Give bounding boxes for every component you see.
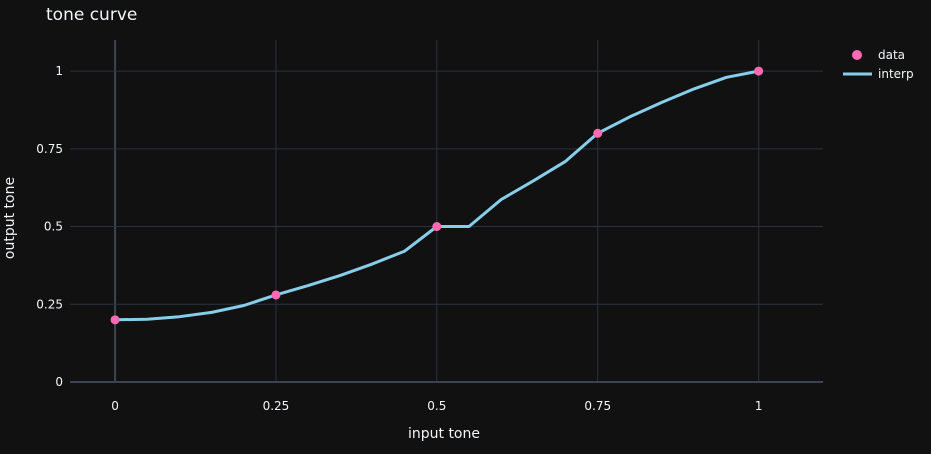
legend-marker-data: [852, 50, 862, 60]
axis-layer: 0 0.25 0.5 0.75 1 0 0.25 0.5 0.75 1: [36, 64, 762, 413]
data-point: [432, 222, 442, 232]
data-point: [110, 315, 120, 325]
data-point: [593, 128, 603, 138]
y-tick-label: 0.25: [36, 297, 63, 311]
y-axis-title: output tone: [2, 177, 18, 259]
legend-label-data: data: [878, 48, 905, 62]
data-point: [754, 66, 764, 76]
y-tick-label: 1: [55, 64, 63, 78]
chart-title: tone curve: [46, 5, 137, 25]
x-tick-label: 0: [111, 399, 119, 413]
x-tick-label: 1: [755, 399, 763, 413]
data-point: [271, 290, 281, 300]
x-tick-label: 0.5: [427, 399, 446, 413]
legend-item-data[interactable]: data: [852, 48, 905, 62]
series-layer: [110, 66, 764, 325]
y-tick-label: 0.75: [36, 142, 63, 156]
legend: data interp: [843, 48, 914, 81]
legend-label-interp: interp: [878, 67, 914, 81]
y-tick-label: 0.5: [44, 220, 63, 234]
grid-layer: [70, 40, 823, 383]
x-tick-label: 0.75: [584, 399, 611, 413]
x-axis-title: input tone: [408, 426, 480, 442]
x-tick-label: 0.25: [263, 399, 290, 413]
y-tick-label: 0: [55, 375, 63, 389]
legend-item-interp[interactable]: interp: [843, 67, 914, 81]
